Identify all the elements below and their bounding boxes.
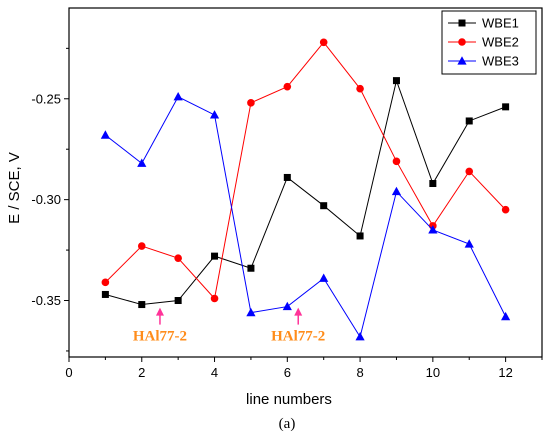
data-point [283,82,292,91]
y-tick-label: -0.25 [31,91,61,106]
data-point [137,242,146,250]
series-line [105,96,507,339]
data-point [100,130,110,139]
x-tick-label: 2 [138,365,145,380]
figure-caption: (a) [279,416,296,432]
x-tick-label: 4 [211,365,218,380]
data-point [173,91,183,101]
legend-item-wbe3: WBE3 [448,54,519,69]
x-tick-label: 10 [426,365,440,380]
y-tick-label: -0.30 [31,192,61,207]
data-point [391,186,402,196]
series-line [105,41,506,300]
x-axis-title: line numbers [246,391,332,408]
annotation: HAl77-2 [271,307,325,345]
data-point [319,273,329,282]
y-tick-label: -0.35 [31,293,61,308]
x-tick-label: 6 [284,365,291,380]
legend-item-wbe2: WBE2 [448,35,519,50]
data-point [137,158,147,167]
data-point [210,294,219,303]
data-point [101,290,109,298]
data-point [101,278,110,287]
data-point [209,110,220,119]
x-tick-label: 12 [498,365,512,380]
data-point [502,103,510,111]
legend-marker [458,19,466,27]
data-point [320,202,328,210]
data-point [428,225,438,234]
data-point [246,307,256,317]
data-point [464,239,474,248]
data-point [174,254,182,262]
annotation-arrow-head [155,307,164,316]
series-wbe2 [101,38,510,303]
series-wbe1 [101,77,510,309]
data-point [355,332,365,341]
data-point [465,117,473,125]
series-line [105,78,506,306]
data-point [247,264,255,272]
data-point [319,38,328,47]
data-point [356,84,364,93]
legend-item-wbe1: WBE1 [448,16,519,31]
series-group [100,38,511,341]
data-point [392,157,401,166]
series-wbe3 [100,91,511,341]
x-tick-label: 8 [356,365,363,380]
y-axis-title: E / SCE, V [6,152,23,224]
legend-marker [457,56,467,65]
data-point [465,167,474,176]
data-point [356,232,364,240]
data-point [501,311,511,321]
data-point [282,301,292,311]
data-point [283,173,291,181]
data-point [429,180,437,188]
axes: 0 2 4 6 8 10 12 -0.35 -0.30 -0.25 [31,47,543,380]
annotation-arrow-head [294,307,303,316]
annotation: HAl77-2 [133,307,187,345]
legend: WBE1 WBE2 WBE3 [441,10,537,75]
legend-label: WBE2 [482,35,519,50]
data-point [211,252,219,260]
data-point [138,301,146,309]
data-point [247,99,255,107]
annotation-label: HAl77-2 [271,329,325,345]
legend-label: WBE3 [482,54,519,69]
annotation-label: HAl77-2 [133,329,187,345]
data-point [392,77,400,85]
legend-label: WBE1 [482,16,519,31]
x-tick-label: 0 [65,365,72,380]
data-point [174,297,182,305]
legend-marker [458,38,466,46]
data-point [501,205,510,214]
annotations: HAl77-2 HAl77-2 [133,307,325,345]
